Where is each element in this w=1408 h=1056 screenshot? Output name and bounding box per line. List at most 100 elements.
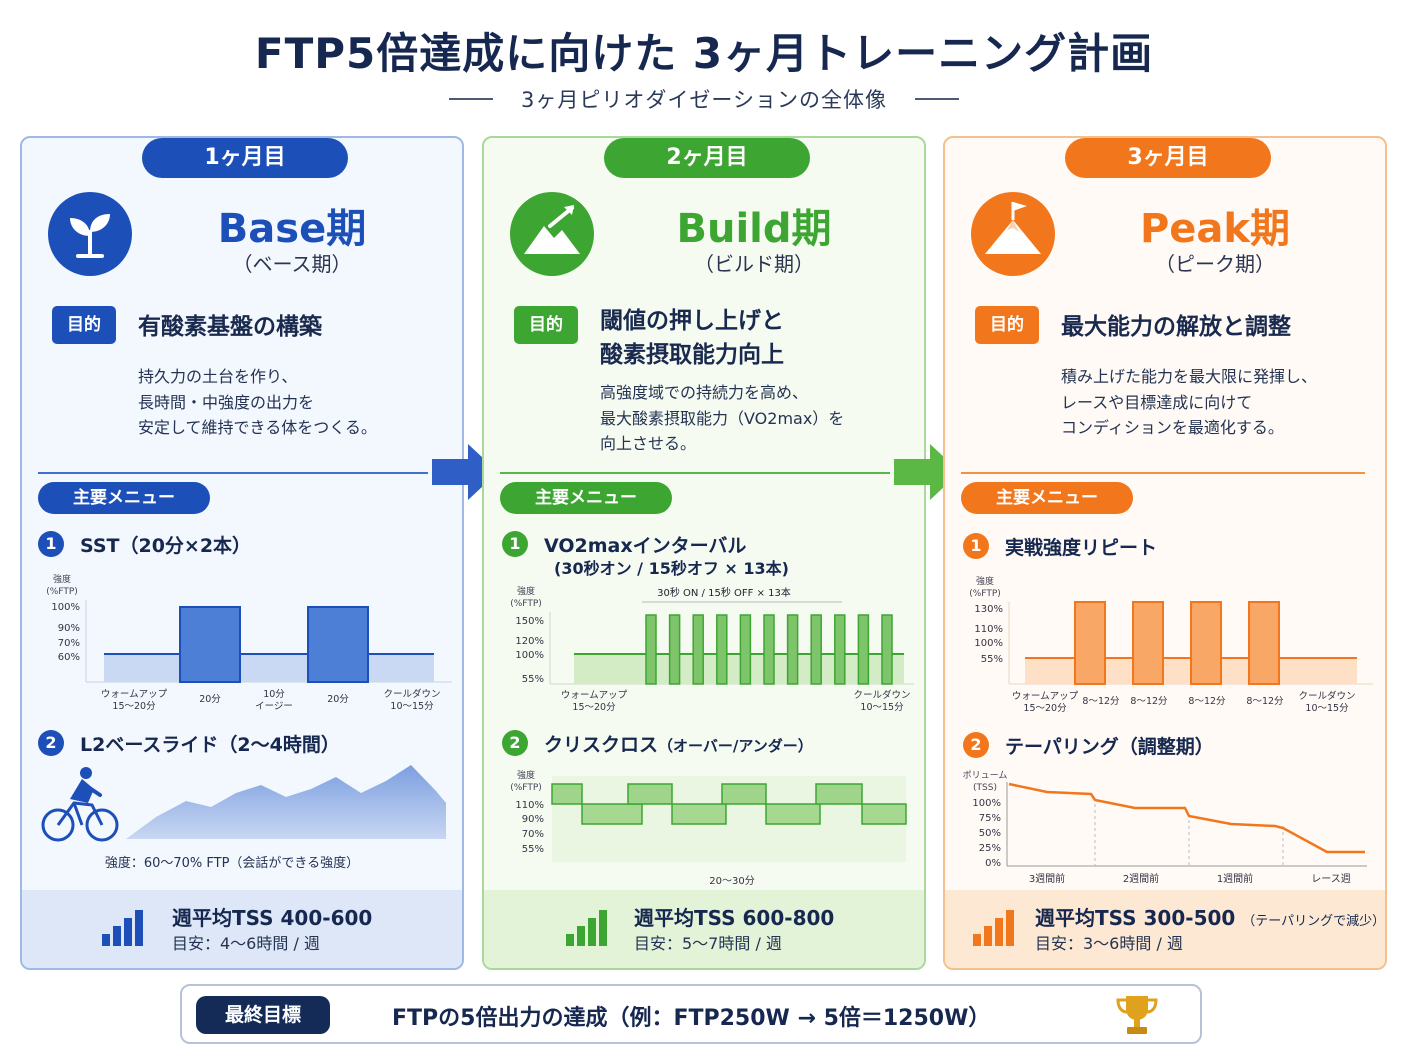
y-axis-label: (%FTP) — [510, 599, 542, 609]
y-tick: 150% — [515, 616, 544, 627]
under-block — [861, 803, 907, 825]
x-label: 8〜12分 — [1082, 696, 1120, 707]
item-subtitle-vo2max: (30秒オン / 15秒オフ × 13本) — [554, 559, 789, 578]
y-tick: 60% — [58, 652, 80, 663]
y-tick: 75% — [979, 813, 1001, 824]
y-tick: 55% — [522, 674, 544, 685]
item-title-tapering: テーパリング（調整期） — [1005, 736, 1214, 758]
purpose-line: 安定して維持できる体をつくる。 — [138, 418, 377, 437]
bar-chart-icon — [973, 910, 1014, 946]
x-label: 8〜12分 — [1246, 696, 1284, 707]
purpose-line: 高強度域での持続力を高め、 — [600, 383, 809, 402]
footer: 週平均TSS 300-500 （テーパリングで減少） 目安：3〜6時間 / 週 — [945, 890, 1385, 968]
trophy-icon — [1116, 996, 1158, 1034]
y-tick: 130% — [974, 604, 1003, 615]
weekly-tss: 週平均TSS 400-600 — [172, 906, 373, 930]
vo2-interval-bar — [692, 614, 704, 685]
peak-interval-blocks — [1025, 601, 1357, 685]
y-tick: 120% — [515, 636, 544, 647]
footer: 週平均TSS 400-600 目安：4〜6時間 / 週 — [22, 890, 462, 968]
vo2-interval-bar — [763, 614, 775, 685]
x-label: 15〜20分 — [112, 701, 156, 712]
vo2-interval-bar — [881, 614, 893, 685]
weekly-tss: 週平均TSS 600-800 — [634, 906, 835, 930]
cyclist-icon — [41, 767, 119, 842]
item-number: 2 — [963, 732, 989, 758]
mountain-arrow-icon — [510, 192, 594, 276]
x-label: ウォームアップ — [1012, 691, 1079, 702]
over-block — [721, 783, 767, 805]
menu-badge: 主要メニュー — [38, 482, 210, 514]
race-repeats-chart: 強度 (%FTP) 130% 110% 100% 55% ウォームアップ15〜2… — [969, 575, 1373, 714]
item-number: 2 — [38, 730, 64, 756]
x-label: 2週間前 — [1123, 872, 1159, 885]
purpose-title: 有酸素基盤の構築 — [138, 314, 322, 340]
footer: 週平均TSS 600-800 目安：5〜7時間 / 週 — [484, 890, 924, 968]
y-tick: 90% — [58, 623, 80, 634]
page-title: FTP5倍達成に向けた 3ヶ月トレーニング計画 — [254, 29, 1154, 78]
under-block — [765, 803, 821, 825]
l2-caption: 強度：60〜70% FTP（会話ができる強度） — [104, 856, 360, 871]
base-band — [104, 654, 434, 682]
purpose-description: 積み上げた能力を最大限に発揮し、 レースや目標達成に向けて コンディションを最適… — [1061, 364, 1317, 441]
sst-chart: 強度 (%FTP) 100% 90% 70% 60% ウォームアップ 15〜20… — [46, 573, 452, 712]
y-tick: 25% — [979, 843, 1001, 854]
phase-name-sub: （ベース期） — [232, 252, 352, 276]
over-block — [627, 783, 673, 805]
purpose-line: レースや目標達成に向けて — [1061, 392, 1253, 412]
purpose-title-line: 酸素摂取能力向上 — [600, 342, 784, 368]
purpose-line: コンディションを最適化する。 — [1061, 418, 1284, 437]
purpose-line: 持久力の土台を作り、 — [138, 367, 298, 386]
purpose-tag: 目的 — [52, 306, 116, 344]
purpose-title-line: 閾値の押し上げと — [600, 308, 784, 334]
month-badge: 1ヶ月目 — [142, 138, 348, 178]
purpose-title: 閾値の押し上げと 酸素摂取能力向上 — [600, 304, 784, 372]
y-axis-label: 強度 — [517, 585, 535, 597]
y-tick: 55% — [981, 654, 1003, 665]
sprout-icon — [48, 192, 132, 276]
month-badge: 3ヶ月目 — [1065, 138, 1271, 178]
vo2-interval-bars — [645, 614, 893, 685]
over-block — [815, 783, 863, 805]
vo2-interval-bar — [786, 614, 799, 685]
y-axis-label: 強度 — [53, 573, 71, 585]
weekly-tss-note: （テーパリングで減少） — [1242, 914, 1386, 929]
menu-badge: 主要メニュー — [961, 482, 1133, 514]
peak-interval-block — [1132, 601, 1164, 685]
y-tick: 100% — [51, 602, 80, 613]
item-number: 2 — [502, 730, 528, 756]
interval-block — [307, 606, 369, 683]
menu-badge: 主要メニュー — [500, 482, 672, 514]
peak-interval-block — [1074, 601, 1106, 685]
weekly-hours: 目安：4〜6時間 / 週 — [172, 934, 320, 953]
weekly-hours: 目安：5〜7時間 / 週 — [634, 934, 782, 953]
vo2-interval-bar — [668, 614, 681, 685]
item-title-main: クリスクロス — [544, 734, 659, 756]
y-tick: 70% — [58, 638, 80, 649]
item-number: 1 — [963, 533, 989, 559]
x-label: 3週間前 — [1029, 872, 1065, 885]
x-label: 15〜20分 — [1023, 703, 1067, 714]
phase-card-peak: 3ヶ月目 Peak期 （ピーク期） 目的 最大能力の解放と調整 積み上げた能力を… — [943, 136, 1387, 970]
section-divider — [961, 472, 1365, 474]
x-label: クールダウン — [853, 689, 910, 701]
x-label: 20分 — [199, 694, 221, 705]
y-axis-label: (TSS) — [973, 783, 997, 793]
x-label: 20〜30分 — [709, 875, 754, 887]
weekly-tss-value: 週平均TSS 300-500 — [1035, 906, 1236, 930]
x-label: クールダウン — [1298, 690, 1355, 702]
x-label: 20分 — [327, 694, 349, 705]
peak-interval-block — [1248, 601, 1280, 685]
y-tick: 50% — [979, 828, 1001, 839]
y-axis-label: 強度 — [976, 575, 994, 587]
phase-name: Peak期 — [1139, 206, 1291, 252]
y-axis-label: ボリューム — [963, 770, 1008, 781]
purpose-description: 持久力の土台を作り、 長時間・中強度の出力を 安定して維持できる体をつくる。 — [138, 364, 377, 441]
terrain-profile — [126, 765, 446, 839]
vo2-interval-bar — [645, 614, 657, 685]
purpose-tag: 目的 — [975, 306, 1039, 344]
phase-name-sub: （ビルド期） — [694, 252, 814, 276]
base-band — [574, 654, 904, 684]
y-tick: 70% — [522, 829, 544, 840]
